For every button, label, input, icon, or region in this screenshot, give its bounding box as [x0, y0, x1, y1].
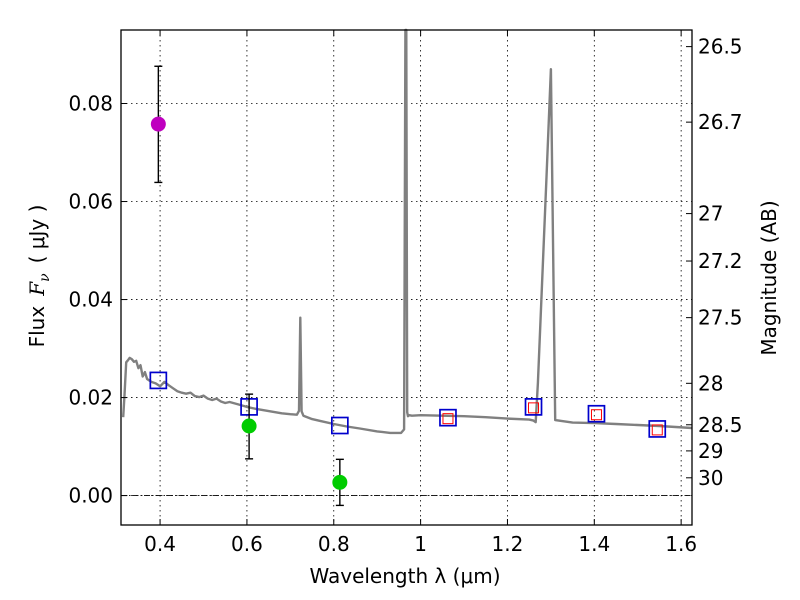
observed-point [332, 474, 348, 490]
model-photometry-square [149, 371, 168, 390]
x-tick-label: 1 [414, 532, 427, 556]
x-tick-label: 0.4 [144, 532, 176, 556]
upper-limit-square [590, 409, 602, 421]
observed-point [150, 116, 166, 132]
upper-limit-square [651, 424, 663, 436]
y-axis-label-right: Magnitude (AB) [757, 200, 781, 355]
y-tick-label: 0.08 [68, 92, 113, 116]
x-tick-label: 0.6 [231, 532, 263, 556]
observed-point [241, 418, 257, 434]
right-tick-label: 27 [698, 202, 723, 226]
y-axis-label-left: FluxFν( μJy ) [25, 205, 53, 348]
right-tick-label: 28.5 [698, 413, 743, 437]
right-tick-label: 29 [698, 439, 723, 463]
model-photometry-square [587, 404, 606, 423]
model-spectrum [122, 28, 693, 435]
x-tick-label: 1.6 [665, 532, 697, 556]
right-tick-label: 26.5 [698, 35, 743, 59]
axis-ticks [121, 30, 692, 525]
model-photometry-square [330, 416, 349, 435]
observed-photometry-series [150, 65, 348, 507]
y-tick-label: 0.04 [68, 288, 113, 312]
upper-limit-square [528, 402, 540, 414]
y-tick-label: 0.02 [68, 386, 113, 410]
x-axis-label: Wavelength λ (μm) [309, 564, 500, 588]
model-photometry-square [648, 420, 667, 438]
plot-frame [120, 29, 693, 526]
right-tick-label: 27.2 [698, 249, 743, 273]
right-tick-label: 27.5 [698, 306, 743, 330]
right-tick-label: 30 [698, 466, 723, 490]
right-tick-labels: 26.5 26.7 27 27.2 27.5 28 28.529 30 [698, 35, 743, 490]
upper-limit-series [442, 402, 663, 436]
spectrum-line [122, 28, 693, 435]
y-tick-label: 0.00 [68, 484, 113, 508]
model-photometry-square [524, 398, 543, 416]
y-tick-label: 0.06 [68, 190, 113, 214]
x-tick-label: 0.8 [318, 532, 350, 556]
x-tick-label: 1.2 [492, 532, 524, 556]
right-tick-label: 28 [698, 371, 723, 395]
x-tick-label: 1.4 [578, 532, 610, 556]
upper-limit-square [442, 413, 454, 425]
y-tick-labels: 0.00 0.02 0.04 0.06 0.08 [68, 92, 113, 508]
right-tick-label: 26.7 [698, 110, 743, 134]
model-photometry-square [439, 408, 457, 427]
x-tick-labels: 0.4 0.6 0.8 1 1.2 1.4 1.6 [144, 532, 697, 556]
